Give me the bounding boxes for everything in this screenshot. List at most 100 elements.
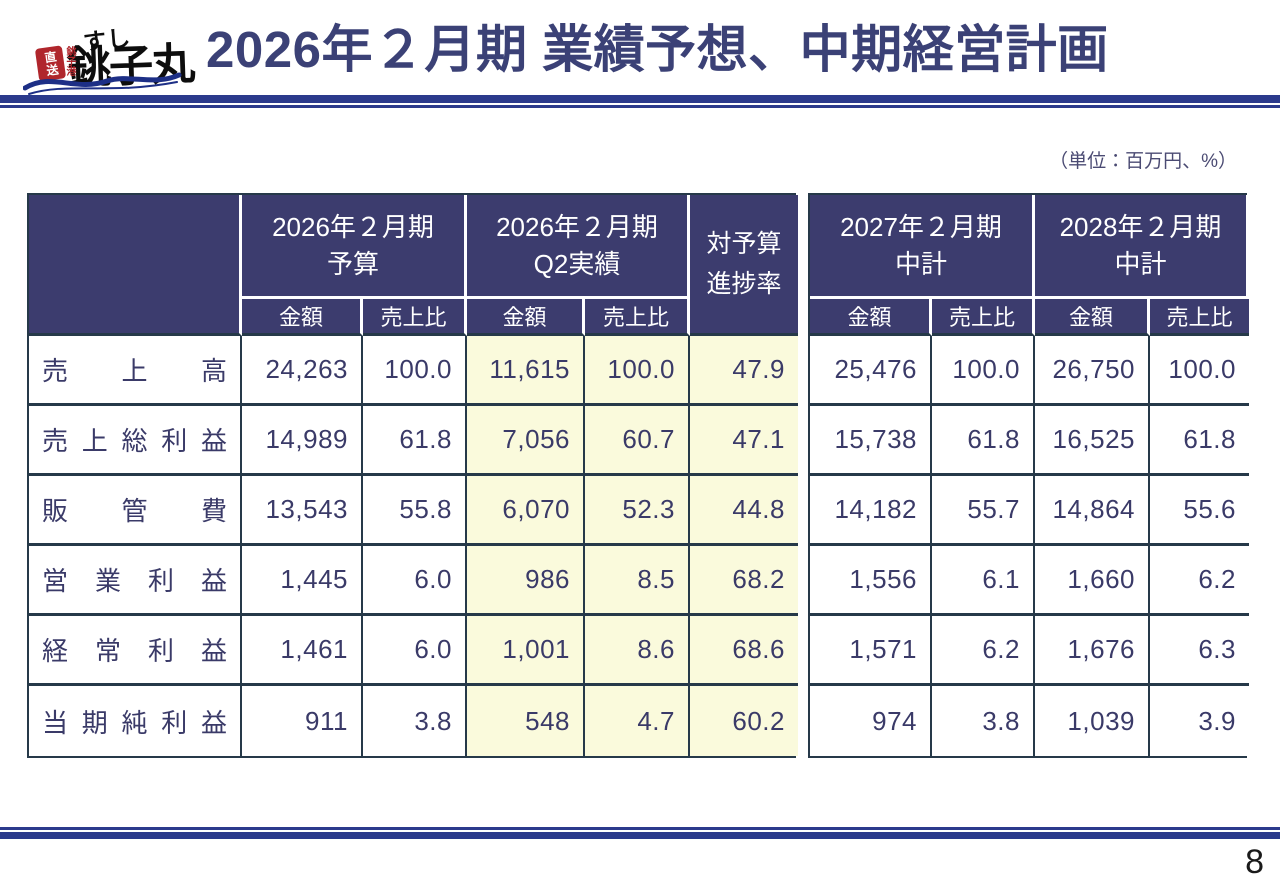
- cell-sga-expenses-fy2027-amount: 14,182: [810, 476, 932, 546]
- cell-operating-profit-fy2026-budget-ratio: 6.0: [363, 546, 467, 616]
- cell-gross-profit-fy2027-ratio: 61.8: [932, 406, 1035, 476]
- cell-net-income-fy2028-amount: 1,039: [1035, 686, 1150, 756]
- col-subheader-fy2026-q2-ratio: 売上比: [585, 299, 690, 336]
- cell-operating-profit-fy2026-q2-amount: 986: [467, 546, 585, 616]
- page-number: 8: [1245, 843, 1264, 881]
- cell-sga-expenses-fy2028-amount: 14,864: [1035, 476, 1150, 546]
- table-row-sga-expenses: 14,182 55.7 14,864 55.6: [810, 476, 1249, 546]
- col-subheader-fy2026-budget-amount: 金額: [242, 299, 363, 336]
- cell-gross-profit-fy2026-q2-ratio: 60.7: [585, 406, 690, 476]
- cell-sga-expenses-fy2026-budget-amount: 13,543: [242, 476, 363, 546]
- col-header-fy2026-budget: 2026年２月期 予算: [242, 195, 467, 299]
- page-title: 2026年２月期 業績予想、中期経営計画: [206, 21, 1109, 78]
- cell-gross-profit-fy2026-budget-ratio: 61.8: [363, 406, 467, 476]
- cell-net-income-fy2026-q2-ratio: 4.7: [585, 686, 690, 756]
- table-row-ordinary-profit: 1,571 6.2 1,676 6.3: [810, 616, 1249, 686]
- cell-net-sales-fy2026-q2-amount: 11,615: [467, 336, 585, 406]
- cell-operating-profit-fy2026-q2-ratio: 8.5: [585, 546, 690, 616]
- cell-net-sales-fy2027-amount: 25,476: [810, 336, 932, 406]
- cell-net-income-fy2026-q2-amount: 548: [467, 686, 585, 756]
- cell-operating-profit-fy2027-ratio: 6.1: [932, 546, 1035, 616]
- table-row-operating-profit: 1,556 6.1 1,660 6.2: [810, 546, 1249, 616]
- cell-gross-profit-fy2027-amount: 15,738: [810, 406, 932, 476]
- cell-sga-expenses-fy2026-q2-amount: 6,070: [467, 476, 585, 546]
- col-subheader-fy2027-plan-amount: 金額: [810, 299, 932, 336]
- col-header-item-name: [29, 195, 242, 336]
- header-rule-thin: [0, 105, 1280, 108]
- cell-net-sales-fy2028-amount: 26,750: [1035, 336, 1150, 406]
- cell-sga-expenses-fy2027-ratio: 55.7: [932, 476, 1035, 546]
- col-header-fy2028-plan: 2028年２月期 中計: [1035, 195, 1249, 299]
- cell-net-sales-fy2026-budget-amount: 24,263: [242, 336, 363, 406]
- cell-ordinary-profit-fy2026-q2-ratio: 8.6: [585, 616, 690, 686]
- table-row-net-sales: 25,476 100.0 26,750 100.0: [810, 336, 1249, 406]
- cell-net-sales-progress-rate: 47.9: [690, 336, 798, 406]
- cell-operating-profit-fy2028-amount: 1,660: [1035, 546, 1150, 616]
- cell-sga-expenses-label: 販管費: [29, 476, 242, 546]
- table-row-ordinary-profit: 経常利益 1,461 6.0 1,001 8.6 68.6: [29, 616, 798, 686]
- cell-operating-profit-fy2026-budget-amount: 1,445: [242, 546, 363, 616]
- cell-sga-expenses-fy2028-ratio: 55.6: [1150, 476, 1249, 546]
- wave-icon: [23, 72, 182, 95]
- company-logo: すし 銚子丸 直送 銚子港: [15, 4, 210, 99]
- cell-sga-expenses-fy2026-budget-ratio: 55.8: [363, 476, 467, 546]
- cell-net-income-progress-rate: 60.2: [690, 686, 798, 756]
- col-header-fy2026-q2: 2026年２月期 Q2実績: [467, 195, 690, 299]
- unit-note: （単位：百万円、%）: [1049, 151, 1237, 172]
- cell-sga-expenses-fy2026-q2-ratio: 52.3: [585, 476, 690, 546]
- col-subheader-fy2028-plan-amount: 金額: [1035, 299, 1150, 336]
- footer-rule-thin: [0, 827, 1280, 830]
- table-row-gross-profit: 15,738 61.8 16,525 61.8: [810, 406, 1249, 476]
- cell-net-income-label: 当期純利益: [29, 686, 242, 756]
- cell-net-income-fy2026-budget-amount: 911: [242, 686, 363, 756]
- cell-net-income-fy2026-budget-ratio: 3.8: [363, 686, 467, 756]
- midterm-plan-table: 2027年２月期 中計 2028年２月期 中計 金額 売上比 金額 売上比 25,476 100…: [808, 193, 1249, 758]
- cell-net-income-fy2027-ratio: 3.8: [932, 686, 1035, 756]
- col-subheader-fy2028-plan-ratio: 売上比: [1150, 299, 1249, 336]
- col-header-progress: 対予算 進捗率: [690, 195, 798, 336]
- cell-operating-profit-fy2027-amount: 1,556: [810, 546, 932, 616]
- financial-tables: 2026年２月期 予算 2026年２月期 Q2実績 対予算 進捗率 金額 売上比 金額 売上比 売…: [27, 193, 1249, 758]
- cell-ordinary-profit-label: 経常利益: [29, 616, 242, 686]
- table-row-gross-profit: 売上総利益 14,989 61.8 7,056 60.7 47.1: [29, 406, 798, 476]
- cell-operating-profit-fy2028-ratio: 6.2: [1150, 546, 1249, 616]
- cell-gross-profit-fy2028-amount: 16,525: [1035, 406, 1150, 476]
- cell-net-sales-fy2028-ratio: 100.0: [1150, 336, 1249, 406]
- cell-ordinary-profit-fy2028-amount: 1,676: [1035, 616, 1150, 686]
- cell-gross-profit-label: 売上総利益: [29, 406, 242, 476]
- midterm-plan-table-grid: 2027年２月期 中計 2028年２月期 中計 金額 売上比 金額 売上比 25,476 100…: [810, 195, 1249, 756]
- cell-ordinary-profit-fy2026-budget-amount: 1,461: [242, 616, 363, 686]
- cell-gross-profit-fy2028-ratio: 61.8: [1150, 406, 1249, 476]
- col-header-fy2027-plan: 2027年２月期 中計: [810, 195, 1035, 299]
- table-row-net-income: 974 3.8 1,039 3.9: [810, 686, 1249, 756]
- cell-sga-expenses-progress-rate: 44.8: [690, 476, 798, 546]
- cell-gross-profit-fy2026-budget-amount: 14,989: [242, 406, 363, 476]
- footer-rule-thick: [0, 832, 1280, 839]
- cell-ordinary-profit-progress-rate: 68.6: [690, 616, 798, 686]
- table-row-net-sales: 売上高 24,263 100.0 11,615 100.0 47.9: [29, 336, 798, 406]
- logo-stamp-side-text: 銚子港: [64, 46, 75, 76]
- cell-gross-profit-fy2026-q2-amount: 7,056: [467, 406, 585, 476]
- cell-net-income-fy2028-ratio: 3.9: [1150, 686, 1249, 756]
- cell-ordinary-profit-fy2026-q2-amount: 1,001: [467, 616, 585, 686]
- cell-ordinary-profit-fy2027-amount: 1,571: [810, 616, 932, 686]
- table-row-operating-profit: 営業利益 1,445 6.0 986 8.5 68.2: [29, 546, 798, 616]
- col-subheader-fy2026-budget-ratio: 売上比: [363, 299, 467, 336]
- cell-net-sales-fy2026-q2-ratio: 100.0: [585, 336, 690, 406]
- col-subheader-fy2027-plan-ratio: 売上比: [932, 299, 1035, 336]
- col-subheader-fy2026-q2-amount: 金額: [467, 299, 585, 336]
- cell-gross-profit-progress-rate: 47.1: [690, 406, 798, 476]
- cell-ordinary-profit-fy2026-budget-ratio: 6.0: [363, 616, 467, 686]
- header-rule-thick: [0, 95, 1280, 103]
- cell-net-sales-fy2027-ratio: 100.0: [932, 336, 1035, 406]
- forecast-table-grid: 2026年２月期 予算 2026年２月期 Q2実績 対予算 進捗率 金額 売上比 金額 売上比 売…: [29, 195, 798, 756]
- cell-net-sales-label: 売上高: [29, 336, 242, 406]
- cell-ordinary-profit-fy2028-ratio: 6.3: [1150, 616, 1249, 686]
- cell-net-income-fy2027-amount: 974: [810, 686, 932, 756]
- cell-net-sales-fy2026-budget-ratio: 100.0: [363, 336, 467, 406]
- table-row-sga-expenses: 販管費 13,543 55.8 6,070 52.3 44.8: [29, 476, 798, 546]
- cell-operating-profit-label: 営業利益: [29, 546, 242, 616]
- table-row-net-income: 当期純利益 911 3.8 548 4.7 60.2: [29, 686, 798, 756]
- cell-ordinary-profit-fy2027-ratio: 6.2: [932, 616, 1035, 686]
- cell-operating-profit-progress-rate: 68.2: [690, 546, 798, 616]
